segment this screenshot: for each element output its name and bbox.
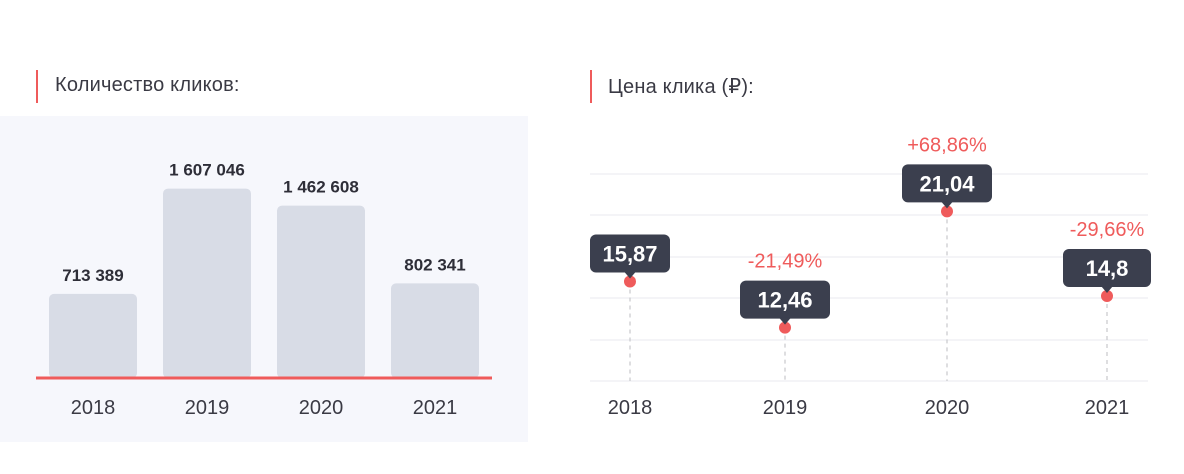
bar-2019 [163, 188, 251, 378]
x-tick-label: 2018 [608, 397, 653, 419]
price-chart-panel: Цена клика (₽): 15,87 2018 12,46 -21,49% 201… [540, 0, 1184, 474]
bar-value-label: 1 462 608 [283, 178, 359, 197]
data-point-2021 [1101, 289, 1113, 302]
bar-2018 [49, 293, 137, 378]
value-callout [740, 280, 830, 325]
bar-value-label: 802 341 [404, 255, 465, 274]
clicks-chart-background [0, 116, 528, 442]
bar-value-label: 1 607 046 [169, 161, 245, 180]
x-tick-label: 2018 [71, 397, 116, 419]
value-callout [902, 164, 992, 209]
x-tick-label: 2021 [1085, 397, 1130, 419]
bar-value-label: 713 389 [62, 266, 123, 285]
data-point-2018 [624, 275, 636, 288]
value-callout [1063, 248, 1151, 293]
price-chart-title: Цена клика (₽): [608, 76, 754, 98]
x-tick-label: 2019 [185, 397, 230, 419]
title-accent-bar [36, 70, 38, 103]
value-callout [590, 234, 670, 279]
x-tick-label: 2021 [413, 397, 458, 419]
clicks-chart-panel: Количество кликов: 713 389 2018 1 607 046 2… [0, 0, 528, 474]
title-accent-bar [590, 70, 592, 103]
clicks-bar-chart: 713 389 2018 1 607 046 2019 1 462 608 2020 802… [36, 161, 492, 419]
x-tick-label: 2020 [925, 397, 970, 419]
callout-value: 21,04 [919, 171, 975, 196]
callout-value: 15,87 [602, 241, 657, 266]
change-label: -21,49% [748, 251, 823, 273]
callout-value: 12,46 [757, 288, 812, 313]
price-point-chart: 15,87 2018 12,46 -21,49% 2019 21,04 +68,86% 202… [590, 134, 1151, 419]
change-label: -29,66% [1070, 219, 1145, 241]
bar-2020 [277, 205, 365, 378]
x-tick-label: 2019 [763, 397, 808, 419]
x-tick-label: 2020 [299, 397, 344, 419]
callout-value: 14,8 [1086, 256, 1129, 281]
bar-2021 [391, 283, 479, 378]
data-point-2019 [779, 321, 791, 334]
data-point-2020 [941, 205, 953, 218]
clicks-chart-title: Количество кликов: [55, 74, 240, 96]
change-label: +68,86% [907, 134, 987, 156]
